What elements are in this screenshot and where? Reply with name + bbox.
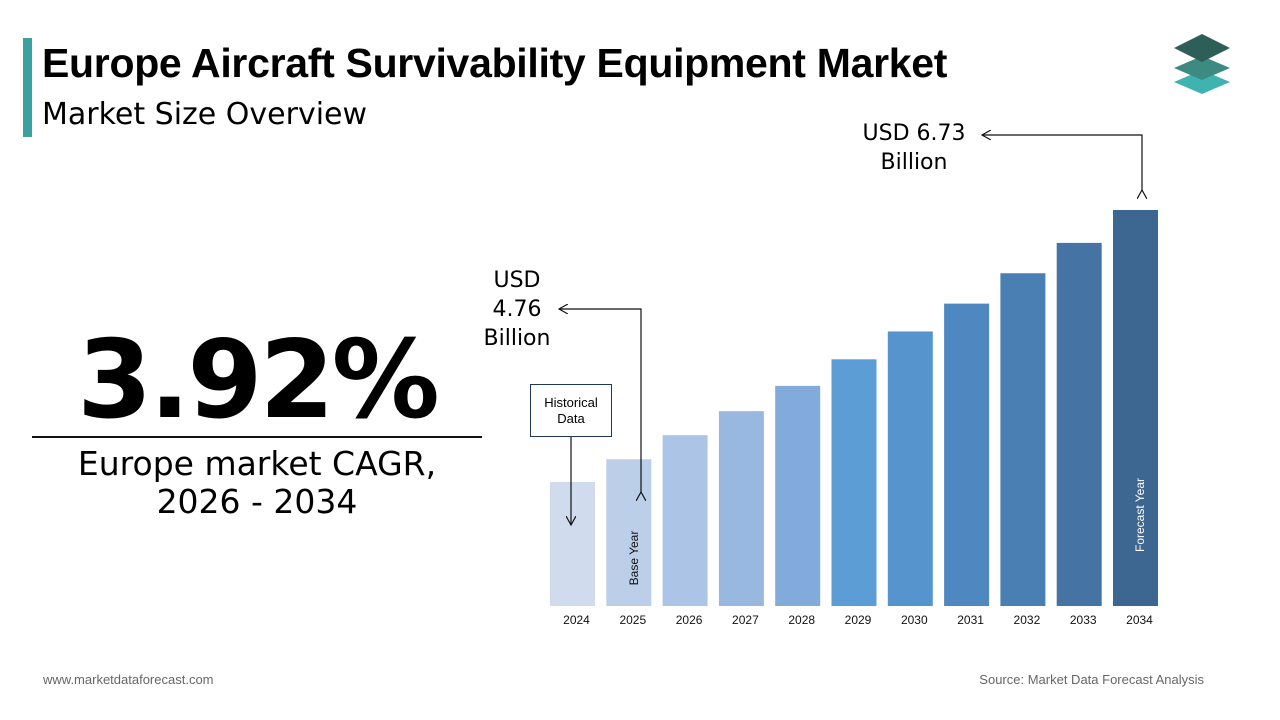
footer-website: www.marketdataforecast.com: [43, 672, 214, 687]
x-tick-label-2032: 2032: [1014, 613, 1041, 627]
x-tick-label-2031: 2031: [957, 613, 984, 627]
bars-layer: [550, 210, 1158, 606]
base-year-label: Base Year: [627, 531, 641, 586]
x-tick-label-2029: 2029: [845, 613, 872, 627]
x-tick-label-2028: 2028: [788, 613, 815, 627]
forecast-value-line1: USD 6.73: [862, 121, 966, 146]
bar-2026: [662, 435, 708, 606]
cagr-label-line2: 2026 - 2034: [156, 482, 358, 521]
annotation-connectors: [560, 135, 1142, 524]
x-tick-label-2034: 2034: [1126, 613, 1153, 627]
base-value-arrow: [560, 309, 641, 493]
bar-2030: [887, 331, 933, 606]
bar-2024: [550, 482, 595, 606]
cagr-value: 3.92%: [77, 318, 440, 443]
x-tick-label-2026: 2026: [676, 613, 703, 627]
bar-2027: [718, 411, 764, 606]
x-tick-labels: 2024 2025 2026 2027 2028 2029 2030 2031 2032 2033…: [563, 613, 1153, 627]
forecast-value-annotation: USD 6.73 Billion: [850, 119, 978, 177]
cagr-label-line1: Europe market CAGR,: [77, 444, 437, 483]
base-value-line3: Billion: [483, 326, 551, 351]
title-accent-bar: [23, 38, 32, 137]
cagr-divider: [32, 436, 482, 438]
base-value-annotation: USD 4.76 Billion: [478, 266, 556, 353]
x-tick-label-2033: 2033: [1070, 613, 1097, 627]
base-value-line1: USD: [493, 268, 541, 293]
forecast-value-arrow: [983, 135, 1142, 191]
forecast-value-line2: Billion: [880, 150, 948, 175]
x-tick-label-2025: 2025: [619, 613, 646, 627]
page-title: Europe Aircraft Survivability Equipment …: [42, 40, 948, 86]
bar-2033: [1056, 242, 1102, 606]
bar-2031: [944, 303, 990, 606]
bar-2034: [1113, 210, 1158, 606]
bar-2032: [1000, 273, 1046, 606]
x-tick-label-2030: 2030: [901, 613, 928, 627]
base-value-line2: 4.76: [492, 297, 542, 322]
footer-source: Source: Market Data Forecast Analysis: [979, 672, 1204, 687]
page-subtitle: Market Size Overview: [42, 97, 368, 132]
bar-2029: [831, 359, 877, 606]
x-tick-label-2027: 2027: [732, 613, 759, 627]
forecast-year-label: Forecast Year: [1133, 478, 1147, 552]
layers-logo-icon: [1174, 34, 1230, 94]
cagr-label: Europe market CAGR, 2026 - 2034: [32, 445, 482, 521]
bar-2028: [775, 385, 821, 606]
x-tick-label-2024: 2024: [563, 613, 590, 627]
